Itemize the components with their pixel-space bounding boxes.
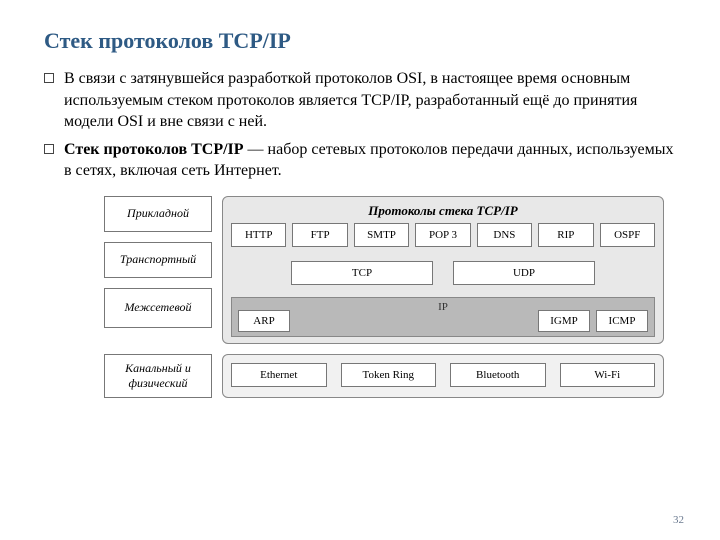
app-protocols: HTTP FTP SMTP POP 3 DNS RIP OSPF [231,223,655,247]
page-number: 32 [673,514,684,526]
proto-wifi: Wi-Fi [560,363,656,387]
proto-tcp: TCP [291,261,433,285]
proto-ftp: FTP [292,223,347,247]
list-item: Стек протоколов TCP/IP — набор сетевых п… [44,139,676,182]
datalink-panel: Ethernet Token Ring Bluetooth Wi-Fi [222,354,664,398]
transport-protocols: TCP UDP [231,261,655,285]
proto-icmp: ICMP [596,310,648,332]
proto-pop3: POP 3 [415,223,470,247]
proto-tokenring: Token Ring [341,363,437,387]
ip-container: IP ARP IGMP ICMP [231,297,655,337]
bullet-icon [44,144,54,154]
bullet-list: В связи с затянувшейся разработкой прото… [44,68,676,182]
proto-bluetooth: Bluetooth [450,363,546,387]
proto-udp: UDP [453,261,595,285]
bullet-text: Стек протоколов TCP/IP — набор сетевых п… [64,139,676,182]
layer-application: Прикладной [104,196,212,232]
proto-smtp: SMTP [354,223,409,247]
proto-igmp: IGMP [538,310,590,332]
layer-internet: Межсетевой [104,288,212,328]
bullet-rest: В связи с затянувшейся разработкой прото… [64,70,637,130]
panel-title: Протоколы стека TCP/IP [231,203,655,219]
datalink-protocols: Ethernet Token Ring Bluetooth Wi-Fi [231,363,655,387]
bullet-bold: Стек протоколов TCP/IP [64,141,244,158]
proto-ospf: OSPF [600,223,655,247]
proto-http: HTTP [231,223,286,247]
tcpip-diagram: Прикладной Транспортный Межсетевой Прото… [104,196,664,398]
bullet-text: В связи с затянувшейся разработкой прото… [64,68,676,133]
list-item: В связи с затянувшейся разработкой прото… [44,68,676,133]
bullet-icon [44,73,54,83]
proto-arp: ARP [238,310,290,332]
layer-transport: Транспортный [104,242,212,278]
proto-dns: DNS [477,223,532,247]
protocol-panel: Протоколы стека TCP/IP HTTP FTP SMTP POP… [222,196,664,344]
layer-datalink: Канальный и физический [104,354,212,398]
proto-ip: IP [438,301,448,313]
proto-rip: RIP [538,223,593,247]
slide-title: Стек протоколов TCP/IP [44,28,676,54]
proto-ethernet: Ethernet [231,363,327,387]
